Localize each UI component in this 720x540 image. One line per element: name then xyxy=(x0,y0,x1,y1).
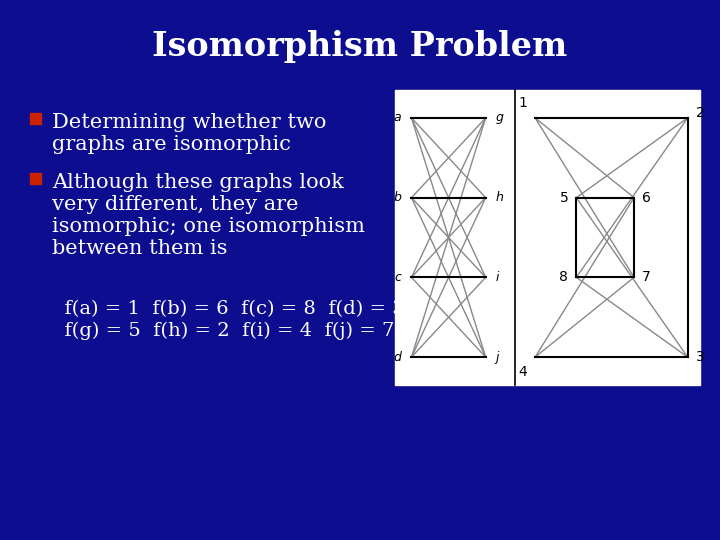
Text: 6: 6 xyxy=(642,191,651,205)
Text: 7: 7 xyxy=(642,271,651,285)
Text: 3: 3 xyxy=(696,350,704,364)
Text: between them is: between them is xyxy=(52,239,228,258)
Bar xyxy=(395,90,700,385)
Text: Determining whether two: Determining whether two xyxy=(52,113,326,132)
Text: 4: 4 xyxy=(518,365,527,379)
Text: very different, they are: very different, they are xyxy=(52,195,299,214)
Text: graphs are isomorphic: graphs are isomorphic xyxy=(52,135,291,154)
Text: Isomorphism Problem: Isomorphism Problem xyxy=(153,30,567,63)
Text: 5: 5 xyxy=(559,191,568,205)
Text: Although these graphs look: Although these graphs look xyxy=(52,173,344,192)
Text: 1: 1 xyxy=(518,96,527,110)
Bar xyxy=(30,113,41,124)
Bar xyxy=(30,173,41,184)
Text: b: b xyxy=(394,191,402,204)
Text: f(g) = 5  f(h) = 2  f(i) = 4  f(j) = 7: f(g) = 5 f(h) = 2 f(i) = 4 f(j) = 7 xyxy=(52,322,395,340)
Text: c: c xyxy=(395,271,402,284)
Text: h: h xyxy=(495,191,503,204)
Text: i: i xyxy=(495,271,499,284)
Text: d: d xyxy=(394,350,402,363)
Text: j: j xyxy=(495,350,499,363)
Text: f(a) = 1  f(b) = 6  f(c) = 8  f(d) = 3: f(a) = 1 f(b) = 6 f(c) = 8 f(d) = 3 xyxy=(52,300,405,318)
Text: 8: 8 xyxy=(559,271,568,285)
Text: 2: 2 xyxy=(696,106,704,120)
Text: g: g xyxy=(495,111,503,124)
Text: a: a xyxy=(394,111,402,124)
Text: isomorphic; one isomorphism: isomorphic; one isomorphism xyxy=(52,217,365,236)
